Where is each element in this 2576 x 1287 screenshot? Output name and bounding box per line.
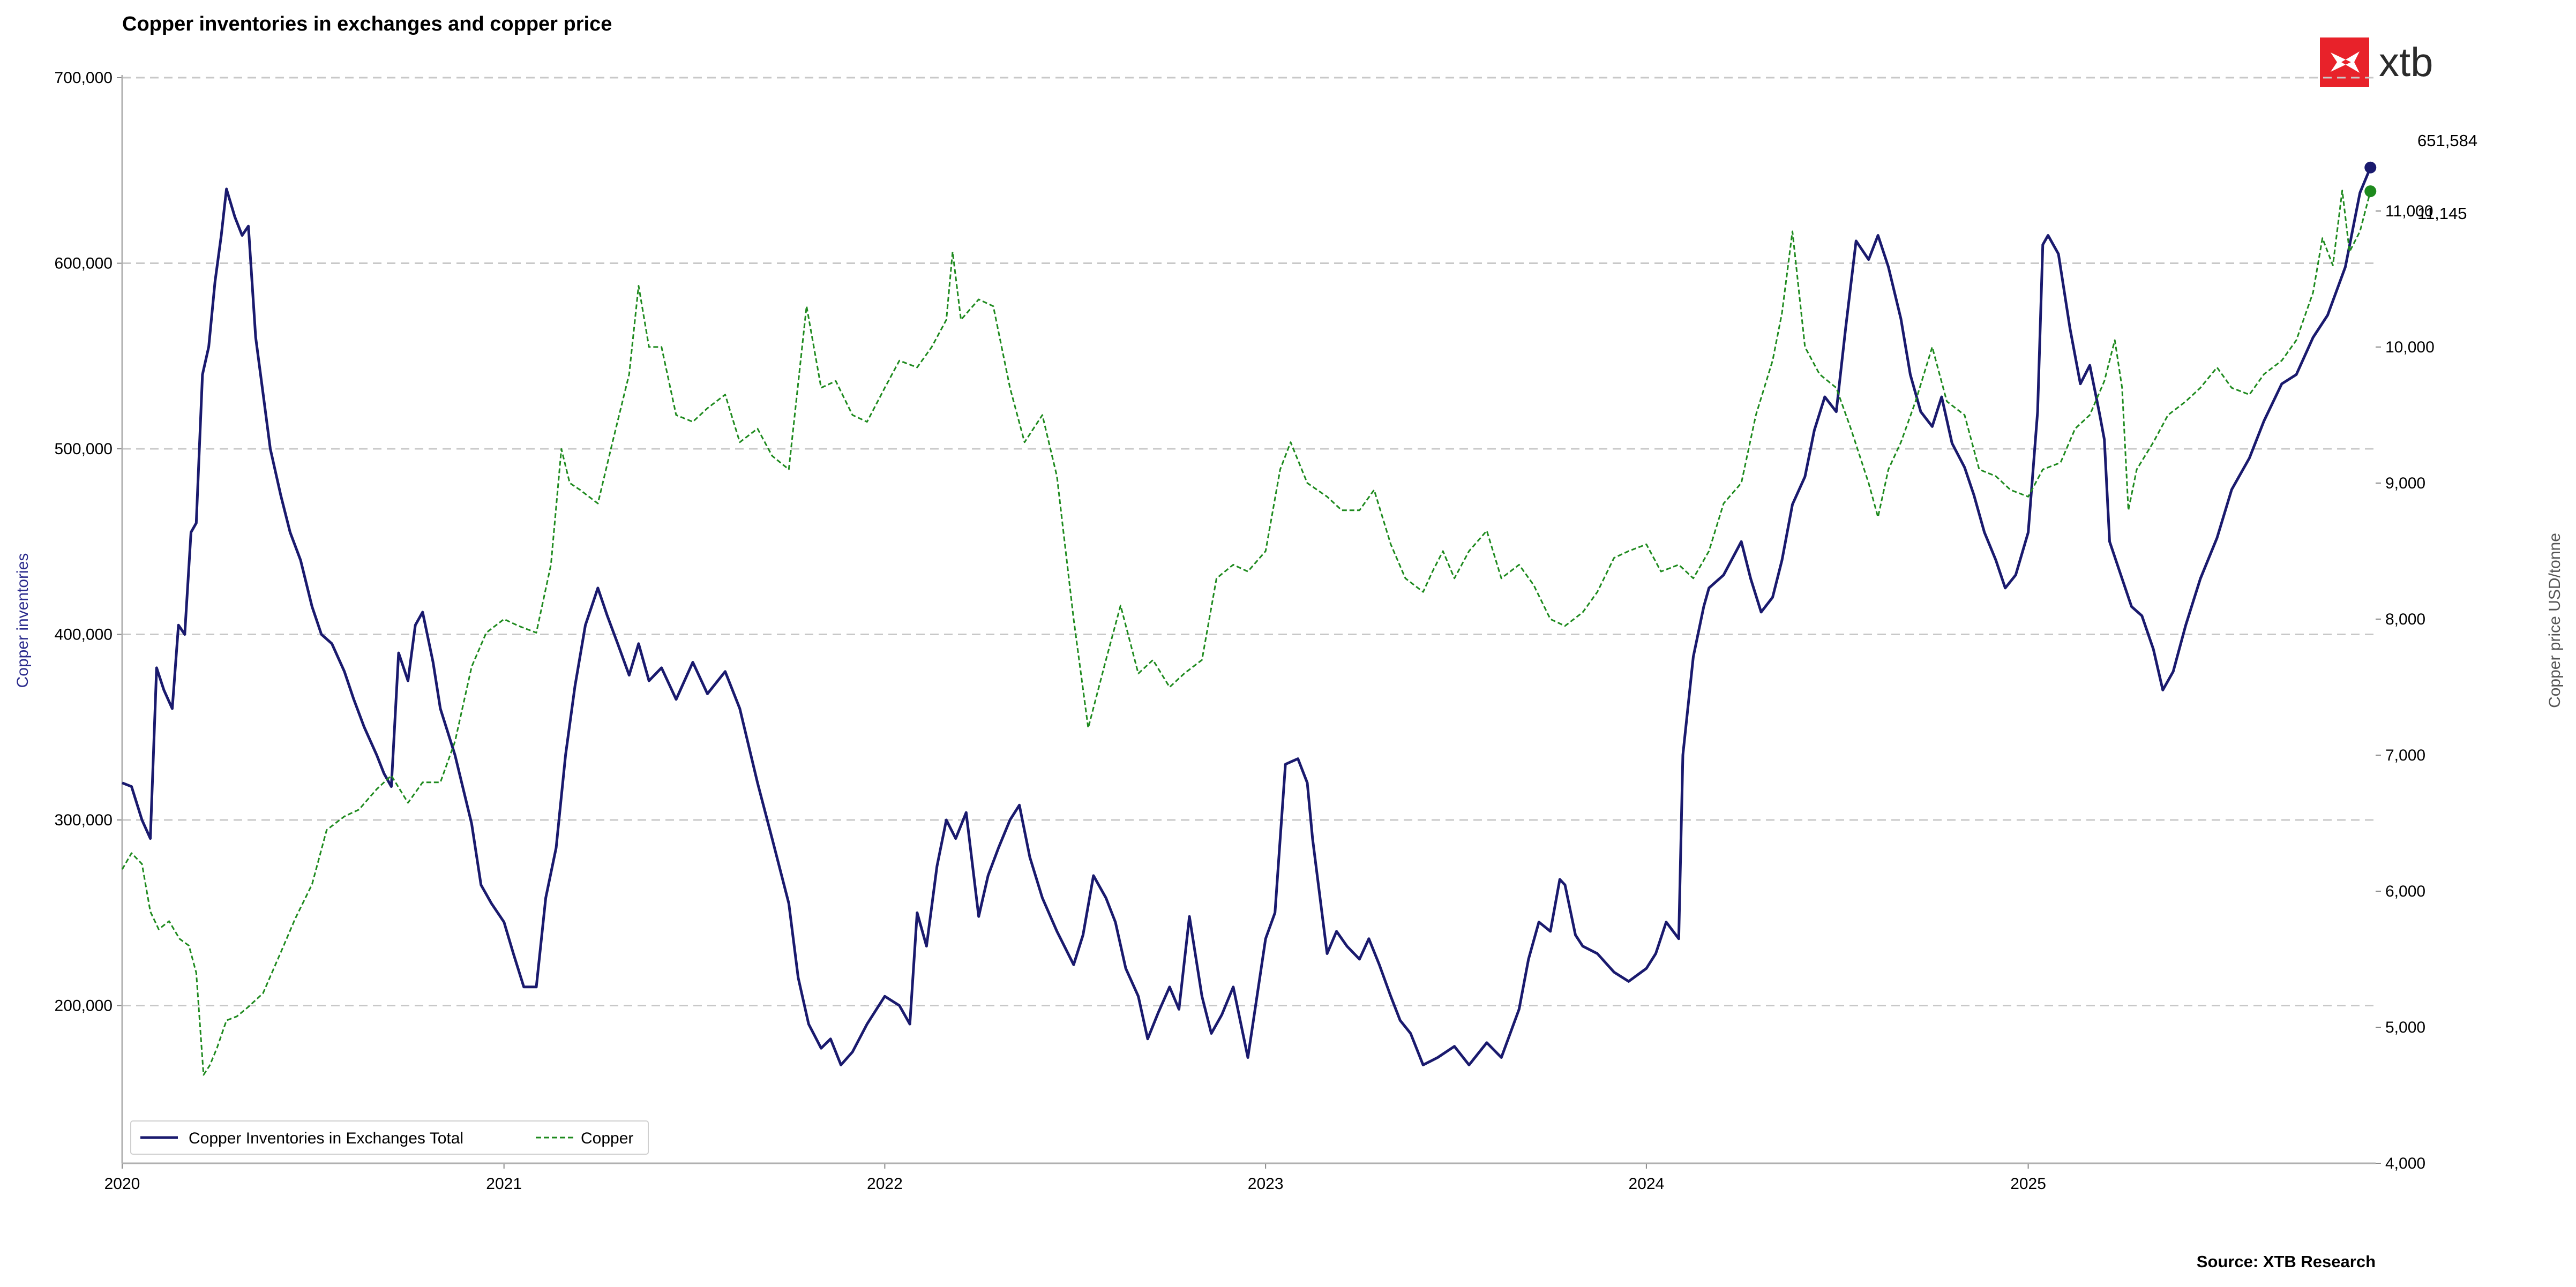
legend: Copper Inventories in Exchanges Total Co… (130, 1120, 649, 1155)
y-left-tick-label: 700,000 (55, 69, 113, 87)
xtb-logo: xtb (2320, 37, 2433, 87)
y-left-tick-label: 300,000 (55, 811, 113, 829)
y-right-tick-label: 11,000 (2385, 202, 2433, 220)
end-marker-copper (2364, 185, 2377, 198)
gridlines (122, 77, 2376, 1006)
legend-box (130, 1120, 649, 1155)
y-left-tick-label: 200,000 (55, 997, 113, 1014)
y-right-tick-label: 9,000 (2385, 475, 2425, 492)
y-left-tick-label: 500,000 (55, 440, 113, 458)
x-tick-label: 2024 (1629, 1175, 1665, 1193)
end-marker-inventories (2364, 161, 2377, 174)
xtb-logo-text: xtb (2379, 40, 2433, 85)
y-right-tick-label: 7,000 (2385, 747, 2425, 764)
x-tick-label: 2022 (867, 1175, 903, 1193)
end-label-inventories: 651,584 (2417, 131, 2477, 150)
y-right-tick-label: 5,000 (2385, 1019, 2425, 1036)
y-left-tick-label: 400,000 (55, 626, 113, 643)
x-tick-label: 2025 (2010, 1175, 2046, 1193)
chart-title: Copper inventories in exchanges and copp… (122, 13, 612, 35)
series (121, 161, 2377, 1076)
y-right-tick-label: 4,000 (2385, 1155, 2425, 1172)
x-tick-label: 2021 (486, 1175, 522, 1193)
legend-label-copper: Copper (581, 1130, 633, 1147)
y-left-tick-label: 600,000 (55, 254, 113, 272)
y-right-tick-label: 8,000 (2385, 611, 2425, 628)
y-axis-left-label: Copper inventories (14, 553, 32, 688)
axes (117, 75, 2381, 1169)
y-right-tick-label: 10,000 (2385, 338, 2435, 356)
series-line-copper (121, 190, 2371, 1076)
xtb-logo-mark (2320, 37, 2369, 87)
xtb-logo-x-icon (2331, 51, 2360, 73)
end-label-copper: 11,145 (2417, 204, 2467, 223)
series-line-inventories (122, 167, 2372, 1066)
legend-label-inventories: Copper Inventories in Exchanges Total (189, 1130, 463, 1147)
y-right-tick-label: 6,000 (2385, 883, 2425, 900)
x-tick-label: 2020 (104, 1175, 140, 1193)
x-tick-label: 2023 (1248, 1175, 1284, 1193)
y-axis-right-label: Copper price USD/tonne (2546, 533, 2564, 708)
source-note: Source: XTB Research (2197, 1252, 2376, 1271)
axis-tick-labels: 200,000 300,000 400,000 500,000 600,000 700,0… (55, 69, 2478, 1193)
